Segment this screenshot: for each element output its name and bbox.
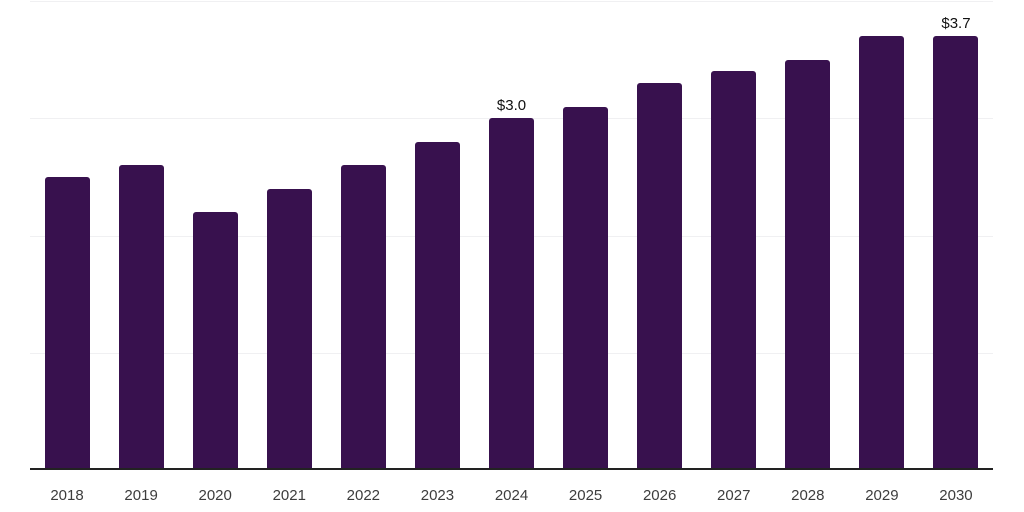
bar-group-2028 xyxy=(771,0,845,470)
bar-group-2024: $3.0 xyxy=(474,0,548,470)
bar-value-label-2024: $3.0 xyxy=(496,97,527,115)
bar-group-2029 xyxy=(845,0,919,470)
x-axis-tick-labels: 2018 2019 2020 2021 2022 2023 2024 2025 2026 2027… xyxy=(30,470,993,503)
x-tick-2027: 2027 xyxy=(717,487,751,504)
x-tick-2023: 2023 xyxy=(420,487,455,504)
bar-group-2018 xyxy=(30,0,104,470)
bar-group-2030: $3.7 xyxy=(919,0,993,470)
bar-2025 xyxy=(563,106,609,470)
x-tick-2022: 2022 xyxy=(346,487,381,504)
bar-group-2026 xyxy=(623,0,697,470)
bar-group-2027 xyxy=(697,0,771,470)
bar-2023 xyxy=(414,141,460,470)
x-tick-2020: 2020 xyxy=(198,487,232,504)
x-tick-2024: 2024 xyxy=(494,487,529,504)
x-tick-2029: 2029 xyxy=(865,487,899,504)
plot-area: $3.0 $3.7 xyxy=(30,0,993,470)
bar-2020 xyxy=(192,212,238,470)
x-tick-2021: 2021 xyxy=(272,487,306,504)
bar-group-2021 xyxy=(252,0,326,470)
bar-2019 xyxy=(118,165,164,470)
bar-group-2025 xyxy=(549,0,623,470)
gridline-y-4 xyxy=(30,1,993,2)
x-axis-line xyxy=(30,468,993,470)
bar-value-label-2030: $3.7 xyxy=(941,15,971,33)
bar-2026 xyxy=(637,83,683,470)
x-tick-2019: 2019 xyxy=(124,487,158,504)
market-size-bar-chart: $3.0 $3.7 2018 2019 2020 2021 2022 2023 2024 202… xyxy=(30,0,993,512)
bar-series: $3.0 $3.7 xyxy=(30,0,993,470)
bar-2022 xyxy=(340,165,386,470)
bar-group-2022 xyxy=(326,0,400,470)
bar-2030 xyxy=(933,36,979,470)
bar-2021 xyxy=(266,188,312,470)
bar-group-2023 xyxy=(400,0,474,470)
x-tick-2018: 2018 xyxy=(50,487,84,504)
bar-group-2019 xyxy=(104,0,178,470)
x-tick-2025: 2025 xyxy=(568,487,603,504)
bar-2024 xyxy=(489,118,534,470)
x-tick-2030: 2030 xyxy=(939,487,973,504)
bar-group-2020 xyxy=(178,0,252,470)
bar-2027 xyxy=(711,71,757,470)
bar-2029 xyxy=(859,36,905,470)
x-tick-2026: 2026 xyxy=(642,487,677,504)
bar-2018 xyxy=(44,176,90,470)
bar-2028 xyxy=(785,59,831,470)
x-tick-2028: 2028 xyxy=(791,487,825,504)
